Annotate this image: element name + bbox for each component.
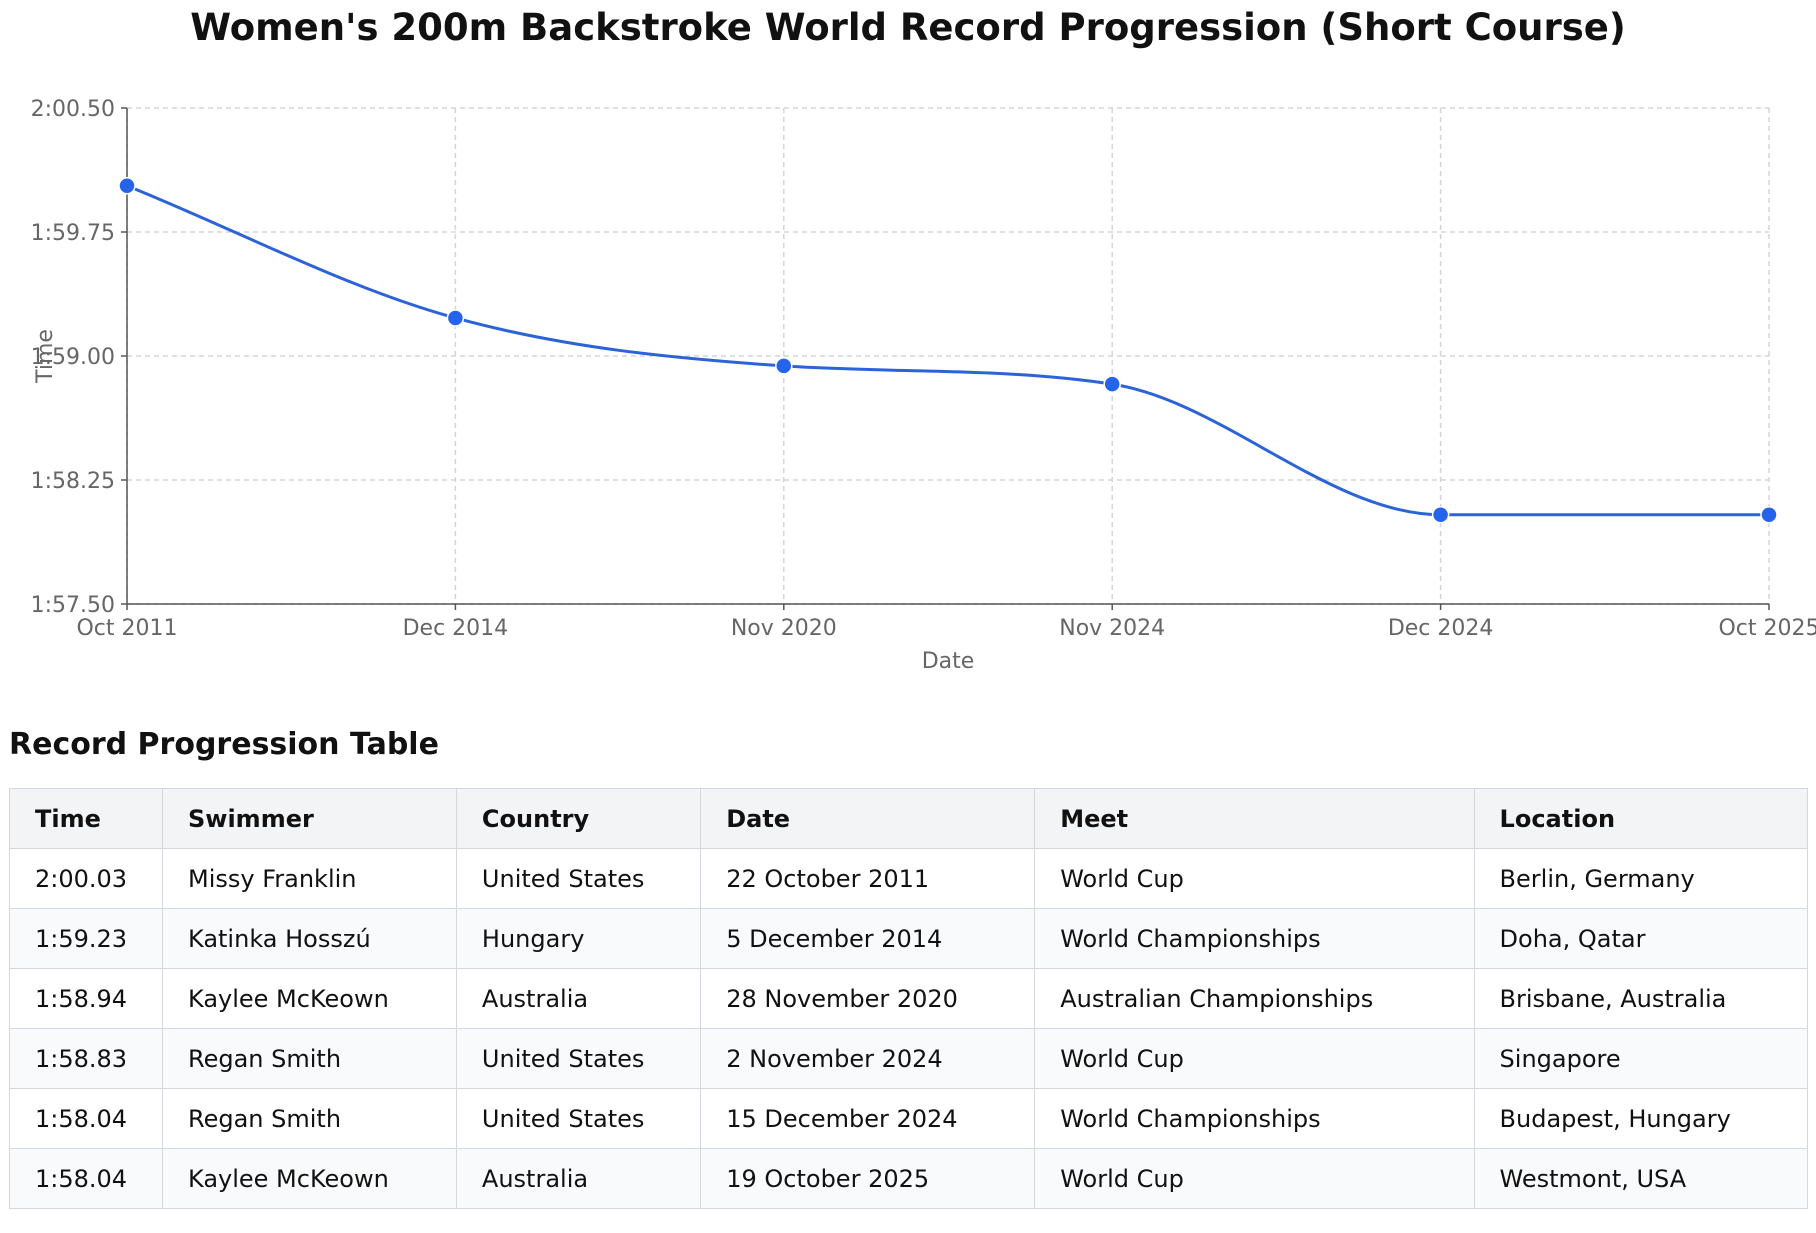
- y-axis-title: Time: [33, 329, 58, 384]
- table-cell-location: Westmont, USA: [1473, 1148, 1809, 1209]
- series-line: [126, 184, 1769, 517]
- y-tick-label: 2:00.50: [31, 97, 115, 122]
- table-cell-location: Brisbane, Australia: [1473, 968, 1809, 1029]
- table-cell-time: 1:58.83: [9, 1028, 163, 1089]
- data-point: [1431, 505, 1450, 524]
- data-point: [1103, 375, 1121, 393]
- record-progression-table: Time Swimmer Country Date Meet Location 2:00.…: [9, 788, 1809, 1209]
- table-header-row: Time Swimmer Country Date Meet Location: [9, 788, 1809, 849]
- table-cell-swimmer: Katinka Hosszú: [162, 908, 457, 969]
- x-tick-label: Dec 2024: [1388, 616, 1494, 641]
- data-point: [118, 176, 136, 195]
- table-cell-country: United States: [455, 848, 702, 909]
- y-tick-label: 1:57.50: [31, 593, 115, 618]
- table-row: 1:58.83 Regan Smith United States 2 Novembe…: [9, 1028, 1809, 1089]
- table-cell-country: Australia: [455, 968, 702, 1029]
- x-tick-label: Dec 2014: [403, 616, 509, 641]
- table-cell-meet: World Cup: [1034, 1148, 1475, 1209]
- table-cell-location: Doha, Qatar: [1473, 908, 1809, 969]
- table-cell-date: 5 December 2014: [700, 908, 1036, 969]
- table-cell-time: 1:59.23: [9, 908, 163, 969]
- table-cell-location: Budapest, Hungary: [1473, 1088, 1809, 1149]
- table-cell-date: 28 November 2020: [700, 968, 1036, 1029]
- table-cell-swimmer: Regan Smith: [162, 1088, 457, 1149]
- table-cell-time: 1:58.94: [9, 968, 163, 1029]
- table-cell-swimmer: Regan Smith: [162, 1028, 457, 1089]
- data-point: [446, 309, 465, 327]
- y-tick-label: 1:59.00: [31, 345, 115, 370]
- table-row: 2:00.03 Missy Franklin United States 22 Oct…: [9, 848, 1809, 909]
- table-cell-swimmer: Kaylee McKeown: [162, 1148, 457, 1209]
- table-cell-time: 1:58.04: [9, 1148, 163, 1209]
- table-cell-swimmer: Kaylee McKeown: [162, 968, 457, 1029]
- table-cell-country: United States: [455, 1028, 702, 1089]
- table-cell-date: 22 October 2011: [700, 848, 1036, 909]
- table-cell-meet: World Cup: [1034, 848, 1475, 909]
- table-cell-location: Berlin, Germany: [1473, 848, 1809, 909]
- x-tick-label: Nov 2020: [731, 616, 837, 641]
- x-tick-label: Nov 2024: [1059, 616, 1165, 641]
- table-cell-meet: World Championships: [1034, 1088, 1475, 1149]
- table-row: 1:59.23 Katinka Hosszú Hungary 5 December 2…: [9, 908, 1809, 969]
- table-cell-country: United States: [455, 1088, 702, 1149]
- table-row: 1:58.94 Kaylee McKeown Australia 28 Novembe…: [9, 968, 1809, 1029]
- data-point: [1760, 505, 1778, 524]
- table-cell-country: Australia: [455, 1148, 702, 1209]
- data-point: [775, 357, 793, 375]
- y-tick-label: 1:59.75: [31, 221, 115, 246]
- column-header-meet: Meet: [1034, 788, 1475, 849]
- table-cell-date: 19 October 2025: [700, 1148, 1036, 1209]
- y-tick-label: 1:58.25: [31, 469, 115, 494]
- table-cell-country: Hungary: [455, 908, 702, 969]
- table-cell-meet: Australian Championships: [1034, 968, 1475, 1029]
- table-cell-meet: World Championships: [1034, 908, 1475, 969]
- table-cell-swimmer: Missy Franklin: [162, 848, 457, 909]
- table-title: Record Progression Table: [9, 727, 439, 762]
- table-cell-time: 1:58.04: [9, 1088, 163, 1149]
- x-tick-label: Oct 2025: [1718, 616, 1816, 641]
- table-cell-meet: World Cup: [1034, 1028, 1475, 1089]
- x-tick-label: Oct 2011: [76, 616, 177, 641]
- table-cell-time: 2:00.03: [9, 848, 163, 909]
- table-cell-date: 15 December 2024: [700, 1088, 1036, 1149]
- table-row: 1:58.04 Regan Smith United States 15 Decemb…: [9, 1088, 1809, 1149]
- column-header-swimmer: Swimmer: [162, 788, 457, 849]
- column-header-country: Country: [455, 788, 702, 849]
- column-header-time: Time: [9, 788, 163, 849]
- table-body: 2:00.03 Missy Franklin United States 22 Oct…: [9, 848, 1809, 1209]
- x-axis-title: Date: [922, 649, 975, 674]
- column-header-date: Date: [700, 788, 1036, 849]
- table-row: 1:58.04 Kaylee McKeown Australia 19 October…: [9, 1148, 1809, 1209]
- column-header-location: Location: [1473, 788, 1809, 849]
- table-cell-location: Singapore: [1473, 1028, 1809, 1089]
- table-cell-date: 2 November 2024: [700, 1028, 1036, 1089]
- chart-title: Women's 200m Backstroke World Record Pro…: [190, 6, 1626, 49]
